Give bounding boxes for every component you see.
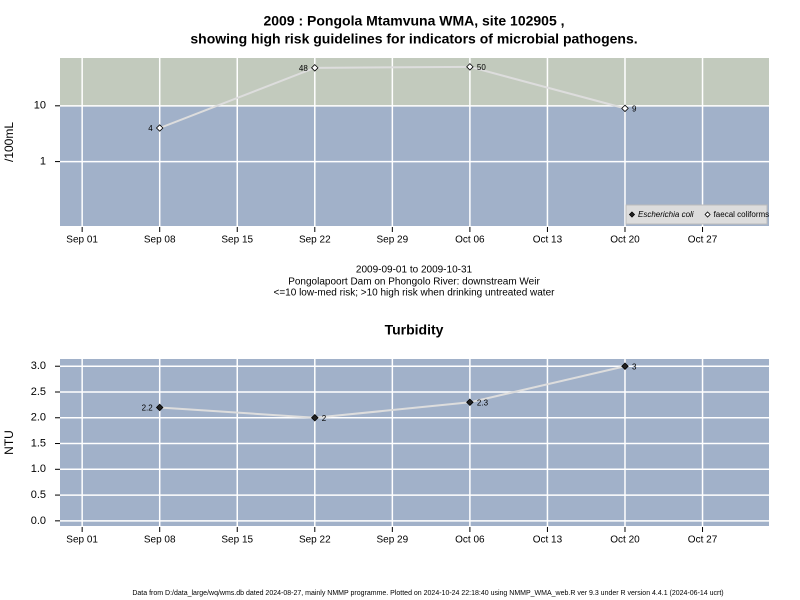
x-tick-label: Oct 20 bbox=[610, 235, 640, 246]
data-point bbox=[621, 104, 629, 113]
high-risk-band bbox=[60, 58, 769, 106]
x-tick-label: Oct 13 bbox=[533, 535, 563, 546]
data-point bbox=[155, 403, 164, 412]
x-tick-label: Sep 08 bbox=[144, 235, 176, 246]
data-point bbox=[155, 124, 164, 132]
data-label: 2 bbox=[322, 414, 327, 423]
x-tick-label: Sep 29 bbox=[376, 235, 408, 246]
x-tick-label: Sep 15 bbox=[221, 235, 253, 246]
data-point bbox=[621, 362, 629, 370]
title-line: 2009 : Pongola Mtamvuna WMA, site 102905… bbox=[263, 13, 564, 29]
legend-label: Escherichia coli bbox=[638, 210, 694, 219]
y-tick-label: 1.5 bbox=[31, 437, 46, 449]
x-tick-label: Sep 15 bbox=[221, 535, 253, 546]
y-tick-label: 3.0 bbox=[31, 360, 46, 372]
x-tick-label: Sep 22 bbox=[299, 535, 331, 546]
data-point bbox=[311, 413, 319, 422]
legend-marker bbox=[628, 211, 636, 218]
title-line: showing high risk guidelines for indicat… bbox=[190, 31, 637, 47]
x-tick-label: Sep 29 bbox=[376, 535, 408, 546]
data-point bbox=[466, 398, 474, 407]
subtitle-line: Pongolapoort Dam on Phongolo River: down… bbox=[288, 277, 540, 288]
x-tick-label: Sep 01 bbox=[66, 535, 98, 546]
subtitle-line: <=10 low-med risk; >10 high risk when dr… bbox=[274, 288, 556, 299]
plot-background bbox=[60, 359, 769, 526]
y-tick-label: 0.0 bbox=[31, 515, 46, 527]
x-tick-label: Sep 22 bbox=[299, 235, 331, 246]
x-tick-label: Oct 27 bbox=[688, 235, 718, 246]
y-axis-label: /100mL bbox=[2, 122, 16, 162]
x-tick-label: Oct 20 bbox=[610, 535, 640, 546]
data-point bbox=[311, 64, 319, 72]
y-tick-label: 10 bbox=[34, 100, 46, 112]
subtitle-line: 2009-09-01 to 2009-10-31 bbox=[356, 265, 473, 276]
legend-marker bbox=[704, 211, 711, 218]
x-tick-label: Oct 06 bbox=[455, 235, 485, 246]
x-tick-label: Oct 06 bbox=[455, 535, 485, 546]
data-point bbox=[466, 63, 474, 71]
legend-label: faecal coliforms bbox=[714, 210, 770, 219]
data-label: 2.3 bbox=[477, 398, 489, 407]
x-tick-label: Sep 01 bbox=[66, 235, 98, 246]
x-tick-label: Sep 08 bbox=[144, 535, 176, 546]
y-tick-label: 1 bbox=[40, 155, 46, 167]
y-tick-label: 1.0 bbox=[31, 463, 46, 475]
data-label: 50 bbox=[477, 63, 486, 72]
data-label: 2.2 bbox=[142, 404, 154, 413]
data-label: 3 bbox=[632, 362, 637, 371]
y-tick-label: 0.5 bbox=[31, 489, 46, 501]
y-axis-label: NTU bbox=[2, 430, 16, 455]
x-tick-label: Oct 13 bbox=[533, 235, 563, 246]
x-tick-label: Oct 27 bbox=[688, 535, 718, 546]
legend-box bbox=[625, 204, 768, 225]
footer: Data from D:/data_large/wq/wms.db dated … bbox=[132, 590, 723, 597]
data-label: 9 bbox=[632, 104, 637, 113]
series-line bbox=[159, 365, 626, 419]
y-tick-label: 2.0 bbox=[31, 412, 46, 424]
y-tick-label: 2.5 bbox=[31, 386, 46, 398]
data-label: 48 bbox=[299, 64, 308, 73]
series-line bbox=[159, 65, 626, 129]
chart-title: Turbidity bbox=[385, 322, 444, 338]
data-label: 4 bbox=[148, 124, 153, 133]
